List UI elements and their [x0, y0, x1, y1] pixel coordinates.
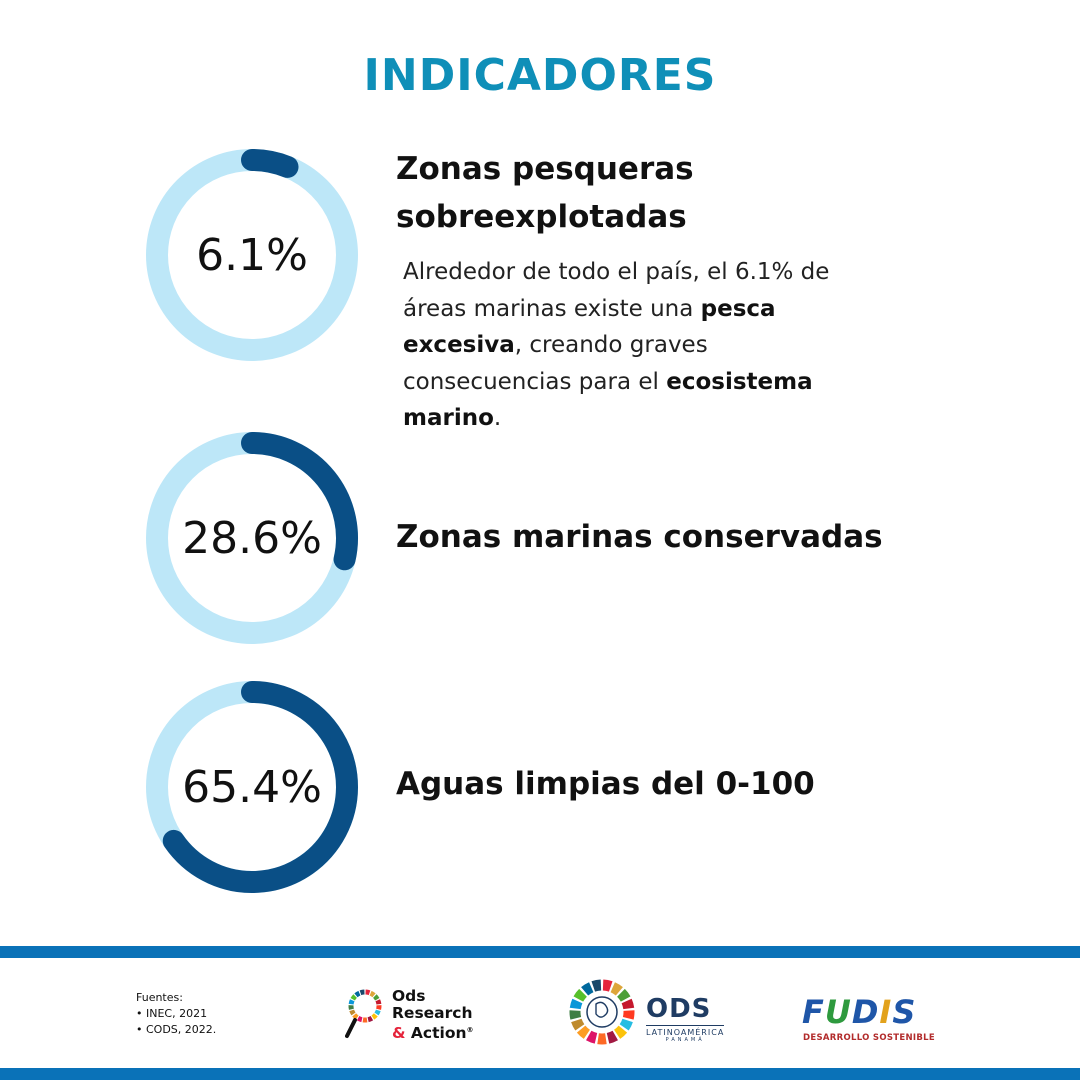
page-title: INDICADORES — [363, 50, 717, 101]
logo-ring-segment — [610, 982, 623, 996]
indicator-title: Zonas pesqueras sobreexplotadas — [396, 151, 694, 235]
donut-center-label: 6.1% — [196, 229, 308, 281]
logo-ring-segment — [374, 1009, 381, 1016]
logo-text: Research — [392, 1004, 473, 1022]
description-bold: ecosistema marino — [403, 368, 813, 432]
logo-ring-segment — [573, 988, 588, 1002]
logo-text: ODS — [646, 994, 712, 1024]
logo-ring-segment — [348, 999, 355, 1005]
sources-block: Fuentes: INEC, 2021 CODS, 2022. — [136, 990, 216, 1038]
donut-chart-2: 28.6% — [137, 423, 367, 653]
logo-ring-segment — [576, 1025, 591, 1039]
logo-letter: D — [851, 993, 880, 1031]
ods-research-wordmark: Ods Research & Action® — [392, 988, 474, 1042]
source-item: INEC, 2021 — [136, 1006, 216, 1022]
logo-ring-segment — [367, 1015, 374, 1023]
logo-ring-segment — [571, 1018, 585, 1031]
donut-value-arc — [162, 681, 358, 893]
ods-latinoamerica-logo: ODS LATINOAMÉRICA PANAMÁ — [566, 976, 731, 1048]
fudis-wordmark: FUDIS — [802, 993, 916, 1031]
logo-ring-segment — [354, 990, 361, 998]
source-item: CODS, 2022. — [136, 1022, 216, 1038]
logo-ring-segment — [375, 999, 382, 1005]
logo-ring-segment — [365, 989, 371, 996]
logo-ring-segment — [569, 998, 583, 1010]
logo-text: PANAMÁ — [665, 1037, 705, 1043]
logo-ring-segment — [621, 998, 635, 1010]
sources-list: INEC, 2021 CODS, 2022. — [136, 1006, 216, 1038]
donut-center-label: 65.4% — [182, 761, 322, 813]
logo-letter: I — [879, 993, 893, 1031]
logo-ring-segment — [591, 979, 602, 992]
logo-ampersand: & — [392, 1024, 406, 1043]
description-text: , creando graves consecuencias para el — [403, 332, 708, 395]
logo-ring-segment — [569, 1010, 582, 1020]
donut-svg-1 — [146, 149, 358, 361]
logo-ring-segment — [602, 979, 613, 992]
footer-band-top — [0, 946, 1080, 958]
sources-label: Fuentes: — [136, 991, 183, 1004]
donut-chart-3: 65.4% — [137, 672, 367, 902]
logo-ring-segment — [373, 994, 380, 1001]
magnifier-icon — [345, 989, 382, 1038]
logo-text: LATINOAMÉRICA — [646, 1025, 725, 1037]
donut-center-label: 28.6% — [182, 512, 322, 564]
registered-mark: ® — [466, 1026, 474, 1034]
ods-research-logo: Ods Research & Action® — [345, 986, 490, 1044]
logo-ring-segment — [622, 1010, 635, 1020]
fudis-logo: FUDIS DESARROLLO SOSTENIBLE — [800, 993, 935, 1045]
logo-ring-segment — [356, 1015, 363, 1023]
donut-svg-3 — [146, 681, 358, 893]
donut-chart-1: 6.1% — [137, 140, 367, 370]
donut-value-arc — [241, 149, 299, 178]
description-text: . — [493, 405, 502, 431]
logo-text: DESARROLLO SOSTENIBLE — [803, 1033, 935, 1043]
logo-text: Ods — [392, 987, 426, 1005]
logo-ring-segment — [350, 994, 357, 1001]
description-text: Alrededor de todo el país, el 6.1% de ár… — [403, 259, 830, 322]
ods-latam-wordmark: ODS LATINOAMÉRICA PANAMÁ — [646, 994, 725, 1043]
logo-text: Action — [405, 1024, 467, 1043]
logo-ring-segment — [359, 989, 365, 996]
donut-svg-2 — [146, 432, 358, 644]
logo-ring-segment — [581, 982, 594, 996]
logo-letter: U — [824, 993, 852, 1031]
logo-ring-segment — [586, 1030, 598, 1044]
logo-ring-segment — [616, 988, 631, 1002]
logo-ring-segment — [349, 1009, 356, 1016]
indicator-title: Aguas limpias del 0-100 — [396, 766, 815, 802]
description-bold: pesca excesiva — [403, 295, 776, 359]
logo-ring-segment — [613, 1025, 628, 1039]
sdg-wheel-icon — [569, 979, 635, 1045]
logo-ring-segment — [371, 1013, 378, 1020]
indicator-description: Alrededor de todo el país, el 6.1% de ár… — [403, 254, 873, 437]
logo-ring-segment — [606, 1030, 618, 1044]
logo-text-line3: & Action® — [392, 1022, 474, 1042]
logo-letter: S — [892, 993, 917, 1031]
logo-ring-segment — [352, 1013, 359, 1020]
logo-letter: F — [802, 993, 825, 1031]
logo-ring-segment — [619, 1018, 633, 1031]
donut-value-arc — [241, 432, 358, 571]
indicator-title: Zonas marinas conservadas — [396, 519, 883, 555]
logo-ring-segment — [369, 990, 376, 998]
footer-band-bottom — [0, 1068, 1080, 1080]
